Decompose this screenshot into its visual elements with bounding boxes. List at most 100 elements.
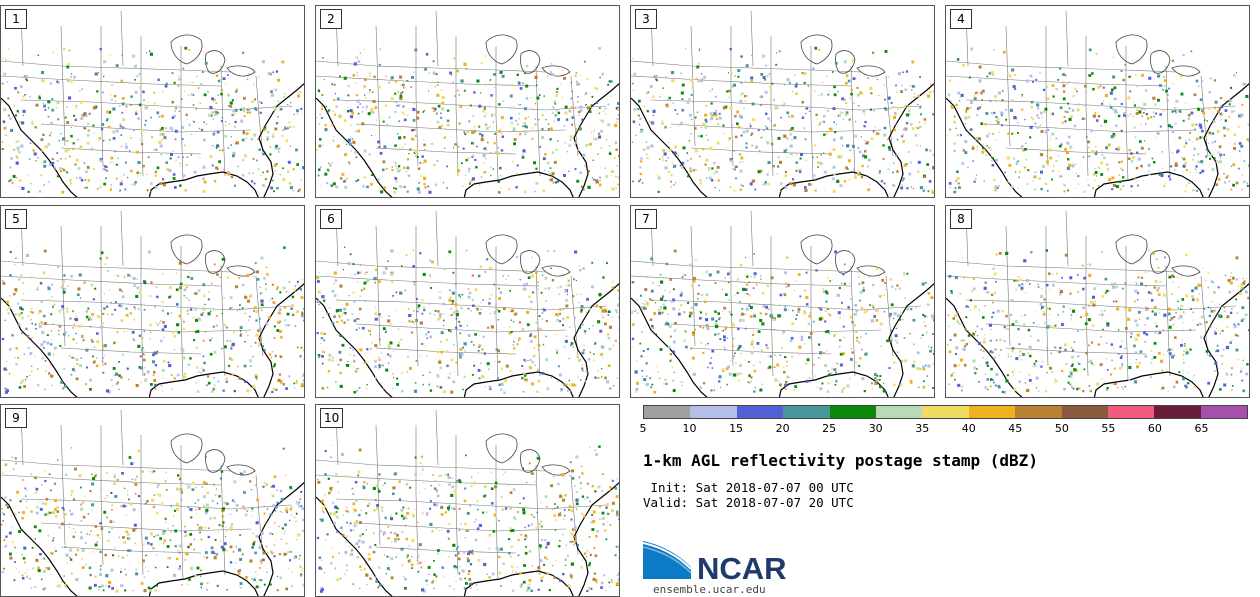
reflectivity-cell — [202, 369, 205, 372]
reflectivity-cell — [592, 178, 595, 181]
reflectivity-cell — [918, 121, 921, 124]
reflectivity-cell — [1044, 305, 1047, 308]
reflectivity-cell — [689, 169, 692, 173]
reflectivity-cell — [538, 315, 541, 318]
reflectivity-cell — [77, 287, 81, 291]
reflectivity-cell — [670, 180, 672, 183]
reflectivity-cell — [85, 170, 88, 174]
reflectivity-cell — [1214, 370, 1216, 372]
great-lake — [1150, 250, 1171, 274]
reflectivity-cell — [727, 272, 730, 276]
reflectivity-cell — [1070, 115, 1073, 118]
reflectivity-cell — [171, 72, 174, 75]
reflectivity-cell — [954, 378, 956, 381]
reflectivity-cell — [1225, 100, 1227, 103]
reflectivity-cell — [1081, 117, 1084, 120]
reflectivity-cell — [471, 177, 475, 181]
reflectivity-cell — [184, 144, 186, 147]
reflectivity-cell — [839, 339, 842, 342]
reflectivity-cell — [546, 249, 549, 252]
reflectivity-cell — [424, 186, 427, 189]
reflectivity-cell — [544, 287, 547, 290]
reflectivity-cell — [232, 109, 236, 113]
reflectivity-cell — [568, 144, 571, 147]
reflectivity-cell — [957, 321, 959, 323]
reflectivity-cell — [1071, 164, 1075, 168]
reflectivity-cell — [168, 169, 172, 173]
reflectivity-cell — [455, 361, 458, 364]
reflectivity-cell — [704, 163, 707, 166]
reflectivity-cell — [572, 346, 575, 348]
reflectivity-cell — [482, 154, 486, 158]
reflectivity-cell — [436, 84, 439, 86]
reflectivity-cell — [872, 283, 875, 287]
reflectivity-cell — [1184, 190, 1187, 193]
reflectivity-cell — [197, 289, 201, 292]
reflectivity-cell — [112, 137, 116, 140]
reflectivity-cell — [161, 133, 165, 136]
reflectivity-cell — [406, 190, 409, 193]
reflectivity-cell — [279, 173, 282, 176]
reflectivity-cell — [1028, 347, 1032, 351]
reflectivity-cell — [69, 155, 71, 158]
reflectivity-cell — [897, 72, 901, 76]
reflectivity-cell — [4, 319, 6, 321]
reflectivity-cell — [364, 272, 367, 275]
great-lake — [226, 65, 256, 77]
reflectivity-cell — [809, 332, 813, 335]
reflectivity-cell — [1144, 271, 1147, 274]
reflectivity-cell — [1223, 181, 1227, 184]
conus-map — [1, 10, 304, 197]
reflectivity-cell — [1174, 162, 1178, 166]
reflectivity-cell — [188, 300, 190, 301]
reflectivity-cell — [1147, 170, 1150, 172]
reflectivity-cell — [933, 90, 934, 93]
reflectivity-cell — [145, 119, 147, 122]
reflectivity-cell — [835, 333, 837, 335]
reflectivity-cell — [954, 180, 958, 183]
reflectivity-cell — [700, 134, 703, 138]
reflectivity-cell — [753, 369, 757, 373]
great-lake — [856, 65, 886, 77]
reflectivity-cell — [493, 283, 495, 286]
reflectivity-cell — [396, 377, 398, 380]
reflectivity-cell — [374, 312, 378, 316]
reflectivity-cell — [1241, 188, 1244, 191]
reflectivity-cell — [576, 82, 580, 86]
reflectivity-cell — [1051, 112, 1054, 114]
reflectivity-cell — [439, 316, 442, 319]
reflectivity-cell — [547, 170, 549, 172]
reflectivity-cell — [742, 319, 745, 322]
reflectivity-cell — [446, 187, 448, 189]
reflectivity-cell — [545, 118, 547, 121]
reflectivity-cell — [346, 101, 348, 103]
reflectivity-cell — [113, 374, 115, 376]
reflectivity-cell — [642, 306, 646, 310]
reflectivity-cell — [1091, 295, 1095, 299]
reflectivity-cell — [730, 85, 734, 88]
reflectivity-cell — [1011, 132, 1014, 135]
reflectivity-cell — [632, 57, 634, 60]
reflectivity-cell — [738, 114, 742, 118]
reflectivity-cell — [607, 336, 611, 340]
reflectivity-cell — [440, 116, 443, 119]
reflectivity-cell — [17, 149, 19, 151]
reflectivity-cell — [91, 355, 94, 358]
reflectivity-cell — [30, 183, 32, 185]
reflectivity-cell — [112, 367, 116, 370]
state-border — [1005, 147, 1147, 155]
reflectivity-cell — [1077, 355, 1080, 358]
reflectivity-cell — [146, 52, 148, 54]
reflectivity-cell — [694, 149, 698, 153]
reflectivity-cell — [585, 370, 588, 373]
state-border — [495, 46, 499, 182]
reflectivity-cell — [97, 72, 99, 74]
reflectivity-cell — [740, 184, 742, 186]
state-border — [1, 275, 222, 287]
reflectivity-cell — [372, 111, 375, 114]
reflectivity-cell — [849, 315, 853, 319]
reflectivity-cell — [501, 132, 503, 135]
reflectivity-cell — [750, 351, 754, 355]
reflectivity-cell — [1062, 84, 1066, 88]
reflectivity-cell — [523, 190, 527, 194]
